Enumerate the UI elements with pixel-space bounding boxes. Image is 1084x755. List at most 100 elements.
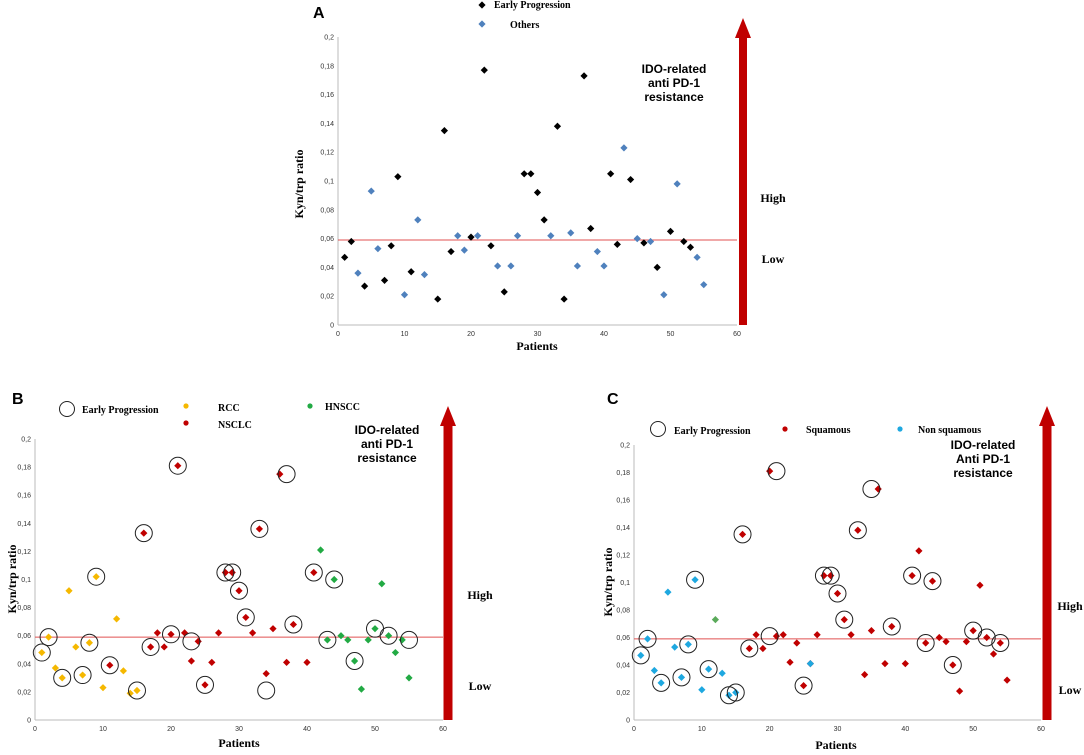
- others-point: [474, 232, 482, 240]
- x-axis-title: Patients: [815, 738, 857, 752]
- early-progression-circle: [923, 572, 942, 591]
- early-progression-point: [447, 247, 455, 256]
- y-tick-label: 0,02: [616, 690, 630, 697]
- rcc-point: [72, 643, 80, 651]
- squamous-point: [833, 589, 842, 598]
- x-tick-label: 40: [901, 726, 909, 733]
- y-tick-label: 0,16: [17, 493, 31, 500]
- x-tick-label: 50: [667, 331, 675, 338]
- early-progression-point: [653, 263, 661, 271]
- y-tick-label: 0,1: [324, 179, 334, 186]
- panel-label: C: [607, 391, 619, 408]
- legend-label: RCC: [218, 403, 240, 414]
- low-label: Low: [1059, 683, 1082, 697]
- early-progression-point: [487, 242, 495, 250]
- others-point: [547, 232, 555, 240]
- early-progression-circle: [760, 627, 779, 646]
- nsclc-point: [187, 657, 195, 665]
- early-progression-circle: [345, 651, 364, 670]
- x-tick-label: 0: [33, 726, 37, 733]
- non-squamous-point: [705, 665, 713, 673]
- y-tick-label: 0,1: [21, 577, 31, 584]
- y-tick-label: 0,12: [17, 549, 31, 556]
- early-progression-circle: [141, 637, 160, 656]
- y-tick-label: 0,18: [320, 63, 334, 70]
- squamous-point: [983, 633, 991, 642]
- early-progression-point: [440, 127, 448, 135]
- panel-a: A 0 0,02 0,04 0,06 0,08 0,1 0,12 0,14 0,16 0,18 0,2…: [292, 0, 786, 353]
- resistance-annotation: IDO-related: [355, 423, 420, 437]
- squamous-point: [1003, 676, 1011, 684]
- x-tick-label: 20: [467, 331, 475, 338]
- x-tick-label: 30: [834, 726, 842, 733]
- rcc-point: [113, 615, 121, 623]
- squamous-point: [969, 627, 977, 635]
- early-progression-point: [533, 188, 542, 197]
- early-progression-circle: [100, 656, 119, 675]
- non-squamous-point: [691, 576, 699, 584]
- y-tick-label: 0,06: [17, 633, 31, 640]
- x-tick-label: 40: [600, 331, 608, 338]
- early-progression-circle: [767, 462, 786, 481]
- hnscc-point: [323, 636, 331, 644]
- legend-circle: [650, 421, 666, 437]
- early-progression-point: [387, 242, 395, 250]
- others-point: [700, 281, 708, 289]
- early-progression-point: [627, 175, 635, 184]
- others-point: [374, 245, 382, 253]
- nsclc-point: [255, 525, 263, 533]
- non-squamous-point: [650, 666, 658, 675]
- others-point: [693, 253, 701, 261]
- y-tick-label: 0,2: [324, 35, 334, 42]
- low-label: Low: [762, 252, 785, 266]
- early-progression-point: [380, 276, 389, 284]
- x-tick-label: 60: [733, 331, 741, 338]
- nsclc-point: [310, 568, 318, 577]
- squamous-point: [766, 467, 774, 475]
- arrow-shaft: [1042, 426, 1052, 720]
- resistance-annotation: anti PD-1: [361, 437, 413, 451]
- early-progression-circle: [991, 634, 1010, 652]
- resistance-annotation: Anti PD-1: [956, 452, 1010, 466]
- early-progression-point: [527, 170, 535, 178]
- resistance-annotation: anti PD-1: [648, 76, 700, 90]
- early-progression-circle: [672, 668, 691, 687]
- nsclc-point: [283, 658, 291, 666]
- early-progression-circle: [162, 625, 180, 644]
- squamous-point: [942, 638, 950, 646]
- legend-label: Others: [510, 20, 540, 31]
- panel-b: B 0 0,02 0,04 0,06 0,08 0,1 0,12 0,14 0,16 0,18 0,2…: [5, 391, 493, 750]
- y-tick-label: 0: [626, 718, 630, 725]
- nsclc-point: [303, 658, 311, 666]
- y-tick-label: 0: [27, 718, 31, 725]
- non-squamous-point: [806, 660, 814, 668]
- early-progression-circle: [631, 646, 650, 665]
- nsclc-point: [269, 625, 277, 633]
- x-tick-label: 0: [632, 726, 636, 733]
- hnscc-point: [405, 674, 413, 682]
- rcc-point: [65, 587, 73, 595]
- hnscc-point: [371, 625, 379, 633]
- squamous-point: [956, 687, 964, 695]
- squamous-point: [908, 572, 916, 580]
- x-tick-label: 60: [439, 726, 447, 733]
- x-tick-label: 30: [235, 726, 243, 733]
- legend-label: HNSCC: [325, 402, 360, 413]
- early-progression-circle: [638, 629, 657, 648]
- others-point: [400, 291, 409, 299]
- early-progression-circle: [32, 643, 51, 662]
- y-axis-title: Kyn/trp ratio: [601, 548, 615, 617]
- early-progression-circle: [196, 675, 214, 694]
- y-tick-label: 0,1: [620, 580, 630, 587]
- squamous-point: [827, 572, 835, 580]
- early-progression-circle: [814, 566, 833, 585]
- hnscc-point: [351, 657, 359, 665]
- hnscc-point: [398, 636, 406, 644]
- early-progression-point: [540, 216, 548, 224]
- early-progression-point: [613, 240, 621, 248]
- y-tick-label: 0,14: [320, 121, 334, 128]
- low-label: Low: [469, 679, 492, 693]
- early-progression-circle: [128, 681, 146, 700]
- rcc-point: [51, 664, 59, 672]
- early-progression-point: [686, 243, 695, 251]
